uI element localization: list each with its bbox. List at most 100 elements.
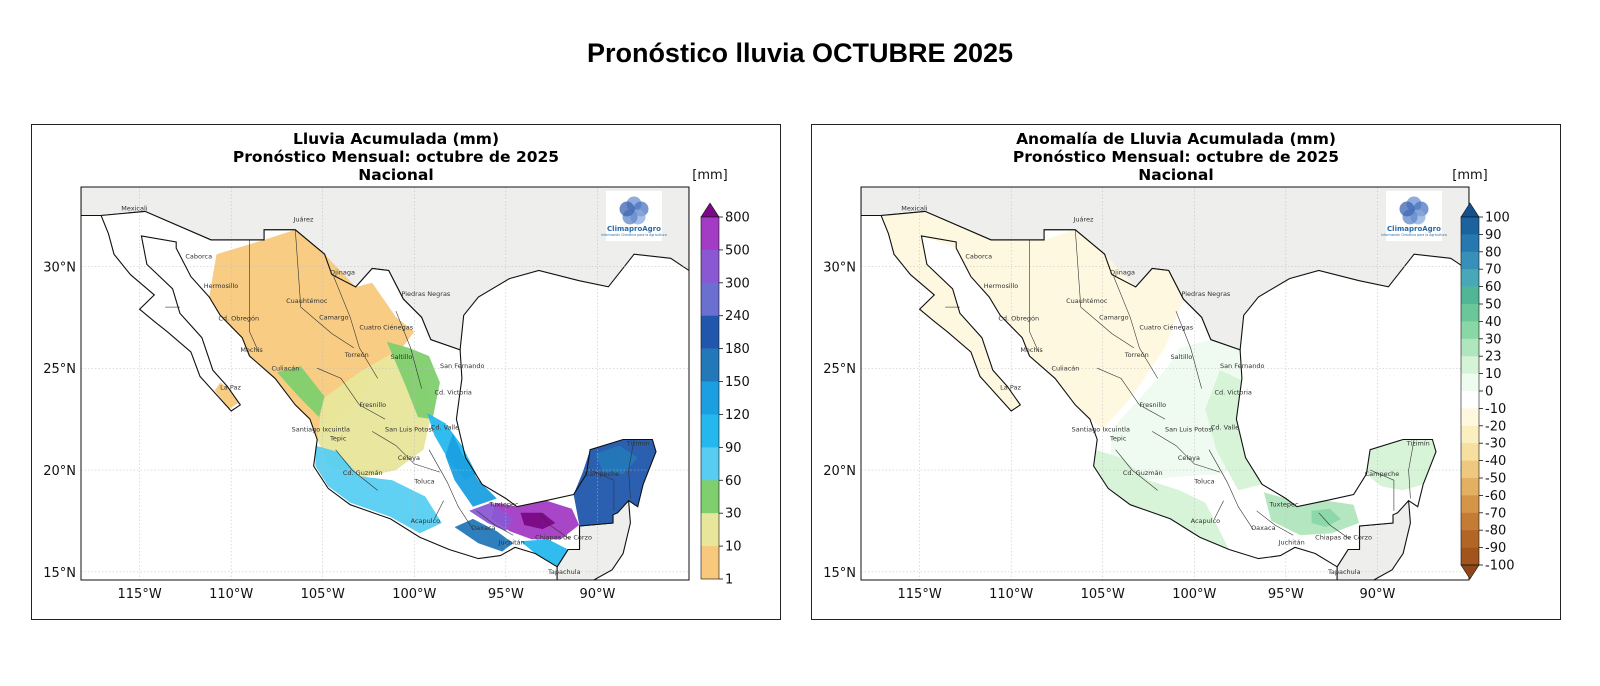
colorbar-tick-label: -50 [1485, 472, 1506, 487]
city-label: Chiapas de Corzo [1315, 533, 1372, 541]
latitude-tick-label: 30°N [43, 260, 76, 275]
state-border [1369, 469, 1395, 511]
city-label: Juárez [1072, 216, 1094, 224]
state-border [333, 276, 378, 379]
colorbar-segment [1461, 443, 1479, 461]
longitude-tick-label: 105°W [1081, 587, 1125, 602]
state-border [434, 500, 444, 520]
colorbar-segment [1461, 286, 1479, 305]
colorbar-segment [701, 480, 719, 514]
rain-field-region [1311, 508, 1341, 528]
city-label: Caborca [185, 252, 212, 260]
logo-petal [619, 201, 635, 217]
colorbar-tick-label: 60 [725, 474, 742, 489]
colorbar-tick-label: 120 [725, 408, 750, 423]
colorbar-segment [1461, 478, 1479, 496]
map-frame [80, 186, 690, 581]
accumulated-rain-panel: Lluvia Acumulada (mm) Pronóstico Mensual… [31, 124, 781, 620]
state-border [538, 512, 571, 540]
state-border [1029, 239, 1039, 353]
longitude-tick-label: 115°W [898, 587, 942, 602]
city-label: Campeche [1365, 470, 1400, 478]
rain-field-region [469, 502, 514, 532]
colorbar-segment [1461, 425, 1479, 444]
colorbar-segment [1461, 338, 1479, 357]
city-label: Hermosillo [204, 282, 239, 290]
city-label: San Fernando [1220, 362, 1265, 370]
city-label: Juchitán [1278, 538, 1305, 546]
city-label: Cuauhtémoc [286, 297, 328, 305]
city-label: Santiago Ixcuintla [292, 425, 350, 433]
city-label: Torreón [1124, 351, 1149, 359]
city-label: Mochis [1020, 346, 1043, 354]
rain-field-region [520, 512, 556, 530]
latitude-tick-label: 20°N [823, 464, 856, 479]
colorbar-tick-label: 80 [1485, 245, 1502, 260]
city-label: Ojinaga [1110, 269, 1135, 277]
city-label: Juchitán [498, 538, 525, 546]
colorbar-segment [1461, 234, 1479, 253]
city-label: Culiacán [271, 364, 299, 372]
colorbar-segment [1461, 530, 1479, 548]
rain-field-region [881, 211, 1184, 430]
colorbar-outline [700, 216, 720, 580]
rain-anomaly-map: Mexicali Juárez Caborca Ojinaga Hermosillo Pi… [823, 168, 1515, 602]
city-label: Cd. Obregón [998, 314, 1039, 322]
graticule [861, 187, 1469, 580]
city-label: Tepic [329, 435, 347, 443]
city-label: Mexicali [901, 204, 928, 212]
colorbar-segment [1461, 217, 1479, 235]
city-label: Torreón [344, 351, 369, 359]
colorbar-tick-label: -30 [1485, 437, 1506, 452]
rain-field [209, 229, 656, 567]
rain-field-region [1205, 370, 1263, 491]
colorbar-segment [701, 546, 719, 580]
state-border [428, 449, 474, 530]
city-label: La Paz [220, 384, 241, 392]
city-label: Camargo [319, 313, 349, 321]
city-label: Tuxtepec [488, 501, 519, 509]
city-label: Tapachula [547, 568, 581, 576]
panel-title-line-3: Nacional [358, 166, 434, 184]
city-label: Oaxaca [471, 524, 496, 532]
colorbar-segment [1461, 304, 1479, 322]
rain-field-region [386, 341, 440, 420]
city-label: Santiago Ixcuintla [1072, 425, 1130, 433]
logo-name: ClimaproAgro [607, 225, 661, 233]
city-label: Saltillo [390, 353, 412, 361]
city-label: Cuauhtémoc [1066, 297, 1108, 305]
colorbar-segment [1461, 321, 1479, 340]
colorbar-segment [1461, 512, 1479, 531]
latitude-tick-label: 15°N [43, 566, 76, 581]
colorbar-segment [701, 315, 719, 349]
colorbar-segment [701, 249, 719, 284]
city-label: Cd. Obregón [218, 314, 259, 322]
colorbar-segment [1461, 251, 1479, 270]
city-label: Cd. Valle [1211, 423, 1239, 431]
rain-field-region [317, 354, 433, 479]
colorbar-tick-label: -90 [1485, 541, 1506, 556]
colorbar-segment [1461, 356, 1479, 374]
state-border [335, 449, 378, 491]
longitude-tick-label: 115°W [118, 587, 162, 602]
state-border [1115, 449, 1158, 491]
city-labels: Mexicali Juárez Caborca Ojinaga Hermosillo Pi… [121, 204, 650, 575]
state-border [1113, 276, 1158, 379]
panel-title-line-1: Lluvia Acumulada (mm) [292, 130, 500, 148]
colorbar: [mm]1009080706050403023100-10-20-30-40-5… [1452, 168, 1515, 580]
colorbar-segment [1461, 373, 1479, 392]
colorbar-tick-label: 0 [1485, 385, 1493, 400]
logo-tagline: Información Climática para la Agricultur… [1381, 233, 1447, 237]
rain-anomaly-panel: Anomalía de Lluvia Acumulada (mm) Pronós… [811, 124, 1561, 620]
rain-field-region [1093, 449, 1230, 550]
colorbar-tick-label: 30 [1485, 332, 1502, 347]
colorbar-segment [1461, 460, 1479, 479]
colorbar-segment [701, 217, 719, 251]
panel-title-line-2: Pronóstico Mensual: octubre de 2025 [1012, 148, 1340, 166]
mexico-coastline [880, 210, 1437, 568]
logo-name: ClimaproAgro [1387, 225, 1441, 233]
state-border [317, 367, 386, 420]
colorbar-extend-max [700, 202, 720, 218]
longitude-tick-label: 90°W [579, 587, 615, 602]
